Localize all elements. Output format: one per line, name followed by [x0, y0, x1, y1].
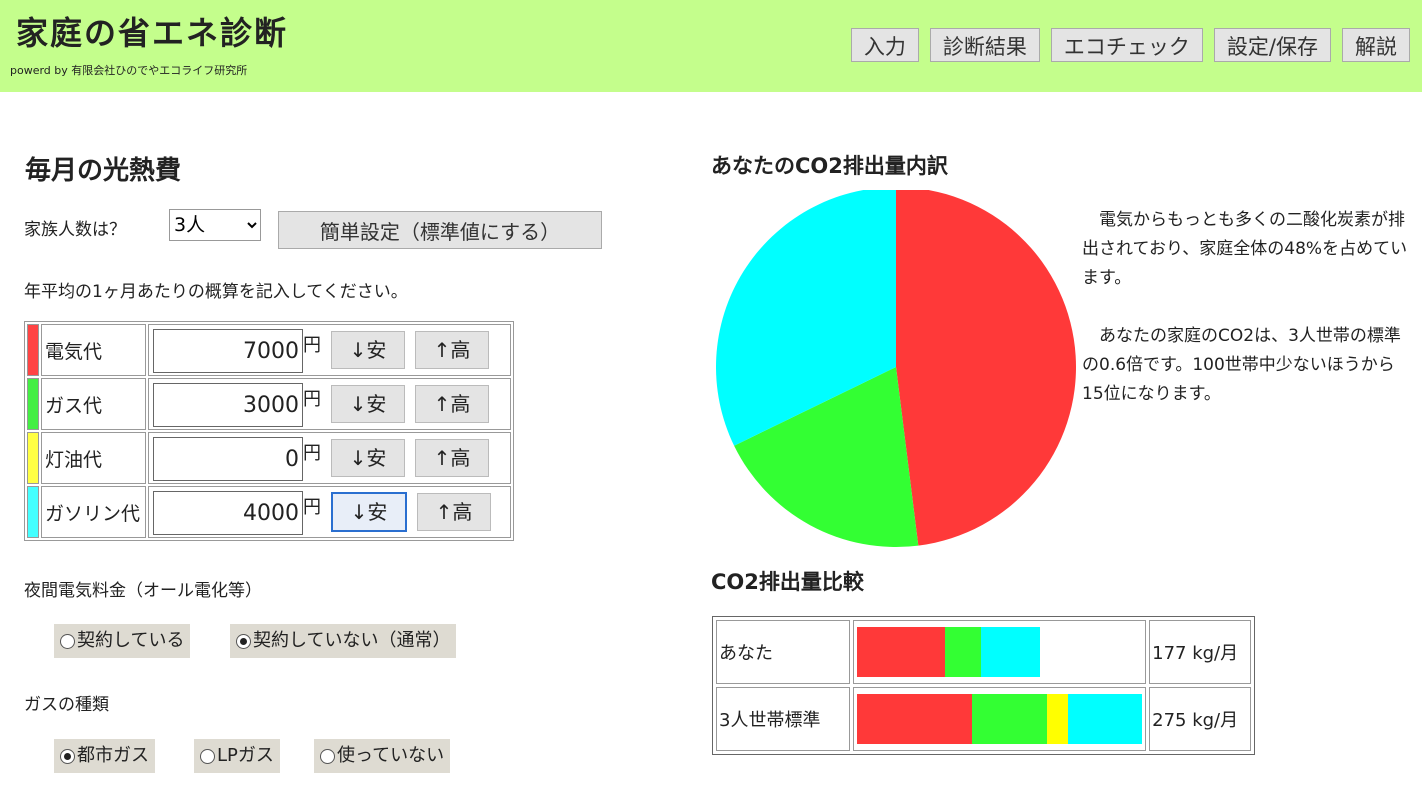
cost-cell: 7000 円 ↓安 ↑高 [148, 324, 511, 376]
cost-table: 電気代 7000 円 ↓安 ↑高 ガス代 3000 円 ↓安 ↑高 灯油代 0 円 ↓安 ↑高 ガ… [24, 321, 514, 541]
compare-title: CO2排出量比較 [711, 570, 864, 594]
radio-label: 契約している [77, 630, 185, 651]
nav-settings[interactable]: 設定/保存 [1213, 28, 1331, 62]
radio-circle [60, 633, 75, 649]
cost-row: 電気代 7000 円 ↓安 ↑高 [27, 324, 511, 376]
decrease-button[interactable]: ↓安 [331, 492, 407, 532]
decrease-button[interactable]: ↓安 [331, 439, 405, 477]
compare-label: あなた [716, 620, 850, 684]
powered-by: powerd by 有限会社ひのでやエコライフ研究所 [10, 64, 248, 77]
increase-button[interactable]: ↑高 [415, 439, 489, 477]
yen-unit: 円 [303, 335, 321, 356]
cost-label: 灯油代 [41, 432, 146, 484]
bar-segment-ガソリン [981, 627, 1041, 677]
app-title: 家庭の省エネ診断 [16, 14, 289, 52]
compare-label: 3人世帯標準 [716, 687, 850, 751]
decrease-button[interactable]: ↓安 [331, 331, 405, 369]
bar-segment-電気 [856, 694, 972, 744]
bar-segment-電気 [856, 627, 945, 677]
analysis-text-2: あなたの家庭のCO2は、3人世帯の標準の0.6倍です。100世帯中少ないほうから… [1082, 326, 1401, 404]
family-label: 家族人数は？ [24, 220, 126, 240]
gas-radio-city[interactable]: 都市ガス [54, 739, 155, 773]
color-swatch [27, 486, 39, 538]
decrease-button[interactable]: ↓安 [331, 385, 405, 423]
radio-circle [236, 633, 251, 649]
compare-row: 3人世帯標準 275 kg/月 [716, 687, 1251, 751]
compare-bar-cell [852, 620, 1147, 684]
cost-label: 電気代 [41, 324, 146, 376]
gas-label: ガスの種類 [24, 695, 109, 715]
cost-input[interactable]: 7000 [153, 329, 303, 373]
bar-segment-ガス [971, 694, 1047, 744]
bar-segment-灯油 [1046, 694, 1069, 744]
co2-pie-chart [716, 190, 1076, 547]
gas-radio-lp[interactable]: LPガス [194, 739, 280, 773]
night-label: 夜間電気料金（オール電化等） [24, 581, 262, 601]
color-swatch [27, 324, 39, 376]
gas-radio-none[interactable]: 使っていない [314, 739, 451, 773]
radio-label: 契約していない（通常） [253, 630, 451, 651]
yen-unit: 円 [303, 497, 321, 518]
yen-unit: 円 [303, 443, 321, 464]
color-swatch [27, 432, 39, 484]
cost-cell: 3000 円 ↓安 ↑高 [148, 378, 511, 430]
cost-input[interactable]: 0 [153, 437, 303, 481]
increase-button[interactable]: ↑高 [415, 385, 489, 423]
radio-circle [200, 748, 215, 764]
yen-unit: 円 [303, 389, 321, 410]
compare-row: あなた 177 kg/月 [716, 620, 1251, 684]
nav: 入力 診断結果 エコチェック 設定/保存 解説 [850, 28, 1410, 62]
radio-label: 都市ガス [77, 745, 149, 766]
compare-total: 275 kg/月 [1149, 687, 1251, 751]
cost-label: ガス代 [41, 378, 146, 430]
pie-slice-ガソリン [716, 190, 896, 446]
analysis-text-1: 電気からもっとも多くの二酸化炭素が排出されており、家庭全体の48%を占めています… [1082, 210, 1408, 288]
radio-label: 使っていない [337, 745, 445, 766]
cost-row: ガソリン代 4000 円 ↓安 ↑高 [27, 486, 511, 538]
increase-button[interactable]: ↑高 [415, 331, 489, 369]
radio-circle [320, 748, 335, 764]
family-select[interactable]: 3人 [169, 209, 261, 241]
header: 家庭の省エネ診断 powerd by 有限会社ひのでやエコライフ研究所 入力 診… [0, 0, 1422, 92]
cost-row: ガス代 3000 円 ↓安 ↑高 [27, 378, 511, 430]
cost-label: ガソリン代 [41, 486, 146, 538]
stacked-bar [856, 694, 1143, 744]
easy-setting-button[interactable]: 簡単設定（標準値にする） [278, 211, 602, 249]
pie-slice-電気 [896, 190, 1076, 546]
compare-bar-cell [852, 687, 1147, 751]
compare-total: 177 kg/月 [1149, 620, 1251, 684]
cost-input[interactable]: 3000 [153, 383, 303, 427]
pie-title: あなたのCO2排出量内訳 [711, 154, 948, 178]
color-swatch [27, 378, 39, 430]
section-title: 毎月の光熱費 [25, 156, 182, 186]
radio-label: LPガス [217, 745, 274, 766]
increase-button[interactable]: ↑高 [417, 493, 491, 531]
instruction: 年平均の1ヶ月あたりの概算を記入してください。 [24, 282, 408, 302]
nav-input[interactable]: 入力 [850, 28, 919, 62]
bar-segment-ガス [944, 627, 982, 677]
nav-ecocheck[interactable]: エコチェック [1050, 28, 1203, 62]
nav-result[interactable]: 診断結果 [929, 28, 1040, 62]
radio-circle [60, 748, 75, 764]
pie-slice-ガス [734, 367, 919, 547]
night-radio-no[interactable]: 契約していない（通常） [230, 624, 457, 658]
night-radio-yes[interactable]: 契約している [54, 624, 191, 658]
compare-table: あなた 177 kg/月 3人世帯標準 275 kg/月 [712, 616, 1255, 755]
cost-input[interactable]: 4000 [153, 491, 303, 535]
cost-row: 灯油代 0 円 ↓安 ↑高 [27, 432, 511, 484]
stacked-bar [856, 627, 1142, 677]
analysis-text: 電気からもっとも多くの二酸化炭素が排出されており、家庭全体の48%を占めています… [1082, 206, 1412, 409]
cost-cell: 4000 円 ↓安 ↑高 [148, 486, 511, 538]
nav-help[interactable]: 解説 [1342, 28, 1410, 62]
cost-cell: 0 円 ↓安 ↑高 [148, 432, 511, 484]
bar-segment-ガソリン [1068, 694, 1143, 744]
